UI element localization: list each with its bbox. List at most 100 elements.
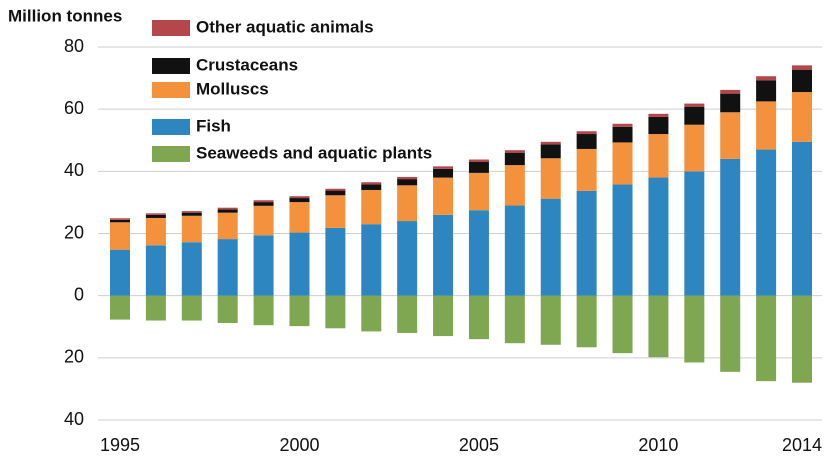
bar-segment (684, 106, 705, 125)
bar-segment (145, 214, 166, 218)
bar-segment (361, 295, 382, 332)
bar-segment (612, 126, 633, 143)
bar-segment (361, 189, 382, 225)
bar-segment (792, 69, 812, 93)
bar-segment (217, 295, 238, 324)
bar-segment (253, 295, 274, 326)
bar-segment (325, 195, 346, 228)
bar-segment (684, 103, 705, 107)
bar-segment (289, 232, 310, 296)
bar-segment (253, 200, 274, 203)
bar-segment (720, 112, 741, 159)
y-tick-label: 60 (64, 98, 84, 118)
bar-segment (110, 218, 130, 220)
bar-segment (181, 212, 202, 216)
bar-segment (756, 101, 777, 150)
bar-segment (540, 144, 561, 159)
bar-segment (576, 134, 597, 149)
legend-swatch (152, 20, 190, 36)
bar-segment (540, 198, 561, 296)
bar-segment (145, 213, 166, 215)
bar-segment (181, 211, 202, 213)
x-tick-label: 2005 (459, 435, 499, 455)
bar-segment (145, 295, 166, 321)
bar-segment (433, 214, 454, 296)
bar-segment (468, 210, 489, 296)
bar-segment (325, 190, 346, 196)
bar-segment (756, 149, 777, 296)
bar-segment (756, 80, 777, 102)
bar-segment (504, 205, 525, 296)
bar-segment (433, 168, 454, 178)
bar-segment (612, 123, 633, 127)
bar-segment (468, 295, 489, 340)
bar-segment (325, 188, 346, 191)
bar-segment (433, 177, 454, 215)
bar-segment (181, 242, 202, 296)
bar-segment (612, 142, 633, 185)
bar-segment (540, 158, 561, 199)
legend-label: Molluscs (196, 79, 269, 98)
bar-segment (540, 295, 561, 345)
bar-segment (217, 239, 238, 296)
bar-segment (792, 65, 812, 70)
y-tick-label: 20 (64, 222, 84, 242)
y-tick-label: 20 (64, 347, 84, 367)
bar-segment (720, 93, 741, 113)
bar-segment (648, 113, 669, 117)
legend-label: Fish (196, 116, 231, 135)
legend-swatch (152, 146, 190, 162)
bar-segment (217, 209, 238, 213)
bar-segment (145, 245, 166, 296)
bar-segment (576, 148, 597, 191)
bar-segment (289, 202, 310, 233)
bar-segment (361, 224, 382, 296)
bar-segment (576, 131, 597, 135)
bar-segment (756, 76, 777, 81)
bar-segment (217, 207, 238, 210)
bar-segment (325, 227, 346, 296)
bar-segment (253, 202, 274, 206)
bar-segment (110, 249, 130, 296)
bar-segment (468, 172, 489, 211)
bar-segment (612, 295, 633, 354)
legend-swatch (152, 58, 190, 74)
bar-segment (181, 295, 202, 321)
bar-segment (648, 177, 669, 296)
y-tick-label: 0 (74, 284, 84, 304)
bar-segment (397, 179, 418, 186)
bar-segment (253, 205, 274, 236)
legend-label: Seaweeds and aquatic plants (196, 143, 432, 162)
bar-segment (253, 235, 274, 296)
bar-segment (720, 89, 741, 94)
legend-label: Other aquatic animals (196, 17, 374, 36)
y-tick-label: 40 (64, 160, 84, 180)
bar-segment (289, 196, 310, 199)
bar-segment (756, 295, 777, 382)
bar-segment (612, 184, 633, 296)
x-tick-label: 2000 (279, 435, 319, 455)
x-tick-label: 2014 (782, 435, 822, 455)
bar-segment (110, 295, 130, 320)
bar-segment (397, 221, 418, 296)
bar-segment (540, 141, 561, 145)
bar-segment (720, 295, 741, 372)
bar-segment (289, 198, 310, 203)
bar-segment (648, 134, 669, 178)
bar-segment (289, 295, 310, 327)
bar-segment (468, 162, 489, 173)
legend-swatch (152, 119, 190, 135)
y-tick-label: 40 (64, 409, 84, 429)
bar-segment (684, 124, 705, 172)
bar-segment (397, 176, 418, 180)
bar-segment (361, 182, 382, 185)
y-axis-label: Million tonnes (8, 6, 122, 25)
bar-segment (792, 295, 812, 383)
bar-segment (397, 295, 418, 333)
bar-segment (792, 92, 812, 142)
x-tick-label: 2010 (638, 435, 678, 455)
bar-segment (504, 165, 525, 206)
y-tick-label: 80 (64, 36, 84, 56)
